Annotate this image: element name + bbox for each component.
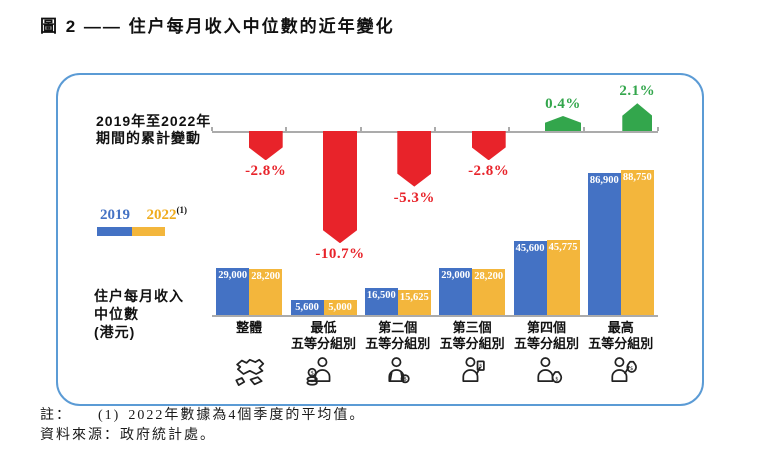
svg-text:$: $ [403, 377, 407, 383]
bar-2019: 5,600 [290, 300, 324, 315]
change-baseline-tick [434, 127, 436, 131]
legend: 2019 2022(1) [97, 205, 187, 236]
bar-value-label: 15,625 [399, 291, 429, 303]
category-label: 第二個 五等分組別 [342, 320, 454, 352]
bar-2022: 5,000 [323, 300, 357, 315]
category-label-line: 最高 [607, 320, 634, 335]
change-baseline [212, 131, 658, 133]
income-axis-label-line1: 住户每月收入 [94, 288, 184, 304]
bar-value-label: 28,200 [474, 270, 504, 282]
source-line: 資料來源：政府統計處。 [40, 428, 216, 443]
bar-2022: 28,200 [472, 268, 506, 315]
svg-text:$: $ [310, 370, 314, 376]
negative-change-arrow [249, 131, 283, 160]
bar-value-label: 88,750 [622, 172, 652, 183]
bar-2019: 86,900 [587, 173, 621, 315]
bar-2022: 88,750 [620, 170, 654, 315]
change-baseline-tick [508, 127, 511, 131]
bar-value-label: 28,200 [251, 270, 281, 282]
legend-2022-swatch [132, 227, 165, 236]
legend-2022-superscript: (1) [176, 205, 187, 215]
legend-2019-label: 2019 [100, 207, 130, 223]
negative-change-label: -2.8% [245, 163, 287, 180]
bar-value-label: 5,000 [328, 302, 352, 313]
positive-change-arrow [622, 103, 653, 132]
bar-value-label: 29,000 [218, 269, 248, 281]
category-label-line: 整體 [236, 320, 263, 335]
bar-2022: 45,775 [546, 240, 580, 315]
bar-2022: 28,200 [249, 268, 283, 315]
income-axis-label-line2: 中位數 [94, 306, 139, 322]
negative-change-label: -10.7% [315, 246, 365, 263]
category-label-line: 五等分組別 [513, 336, 579, 351]
income-axis-label-line3: (港元) [94, 324, 136, 340]
negative-change-arrow [397, 131, 431, 187]
change-baseline-tick [657, 127, 659, 131]
category-label: 整體 [193, 320, 305, 336]
svg-text:$: $ [630, 366, 633, 372]
person-with-moneybag-icon: $ [528, 355, 566, 393]
income-axis-label: 住户每月收入 中位數 (港元) [94, 287, 184, 341]
person-with-coin-icon: $ [379, 355, 417, 393]
negative-change-label: -2.8% [468, 163, 510, 180]
category-label-line: 第三個 [452, 320, 492, 335]
bar-2019: 45,600 [513, 240, 547, 315]
change-baseline-tick [285, 127, 288, 131]
category-label-line: 最低 [310, 320, 337, 335]
negative-change-arrow [323, 131, 357, 243]
category-label-line: 五等分組別 [365, 336, 431, 351]
bar-value-label: 86,900 [589, 175, 619, 186]
cumulative-change-label: 2019年至2022年 期間的累計變動 [96, 113, 211, 147]
bar-value-label: 45,600 [515, 242, 545, 254]
person-raising-moneybag-icon: $ [602, 355, 640, 393]
category-label: 最低 五等分組別 [268, 320, 380, 352]
bar-2019: 16,500 [364, 288, 398, 315]
bar-axis-line [212, 315, 658, 317]
change-baseline-tick [359, 127, 362, 131]
person-with-banknote-icon: $ [453, 355, 491, 393]
bar-value-label: 16,500 [366, 290, 396, 301]
positive-change-label: 2.1% [619, 83, 656, 100]
category-label-line: 五等分組別 [439, 336, 505, 351]
bar-value-label: 45,775 [548, 242, 578, 254]
bar-value-label: 5,600 [295, 302, 319, 313]
figure-title: 圖 2 —— 住户每月收入中位數的近年變化 [40, 17, 395, 36]
svg-text:$: $ [555, 376, 558, 382]
bar-2019: 29,000 [216, 267, 250, 315]
note-text: 2022年數據為4個季度的平均值。 [128, 408, 366, 423]
change-baseline-tick [211, 127, 213, 131]
bar-value-label: 29,000 [441, 269, 471, 281]
bar-2019: 29,000 [439, 267, 473, 315]
svg-text:$: $ [479, 364, 482, 370]
hongkong-map-icon [230, 355, 268, 393]
cumulative-change-label-line2: 期間的累計變動 [96, 130, 201, 146]
positive-change-label: 0.4% [545, 96, 581, 112]
person-with-coins-icon: $ [305, 355, 343, 393]
category-label: 第四個 五等分組別 [491, 320, 603, 352]
change-baseline-tick [582, 127, 585, 131]
note-label: 註： [40, 408, 72, 423]
category-label-line: 五等分組別 [290, 336, 356, 351]
category-label-line: 第二個 [378, 320, 418, 335]
note-line: 註： (1) 2022年數據為4個季度的平均值。 [40, 404, 365, 424]
category-label: 最高 五等分組別 [565, 320, 677, 352]
legend-2019-swatch [97, 227, 132, 236]
bar-2022: 15,625 [397, 289, 431, 315]
legend-2022-label: 2022 [146, 207, 177, 223]
note-ref: (1) [98, 408, 121, 423]
category-label: 第三個 五等分組別 [416, 320, 528, 352]
positive-change-arrow [545, 116, 581, 131]
category-label-line: 五等分組別 [588, 336, 654, 351]
category-label-line: 第四個 [526, 320, 566, 335]
negative-change-arrow [472, 131, 506, 160]
chart-box: 2019年至2022年 期間的累計變動 2019 2022(1) 住户每月收入 … [56, 73, 704, 406]
cumulative-change-label-line1: 2019年至2022年 [96, 113, 212, 129]
negative-change-label: -5.3% [393, 189, 435, 206]
